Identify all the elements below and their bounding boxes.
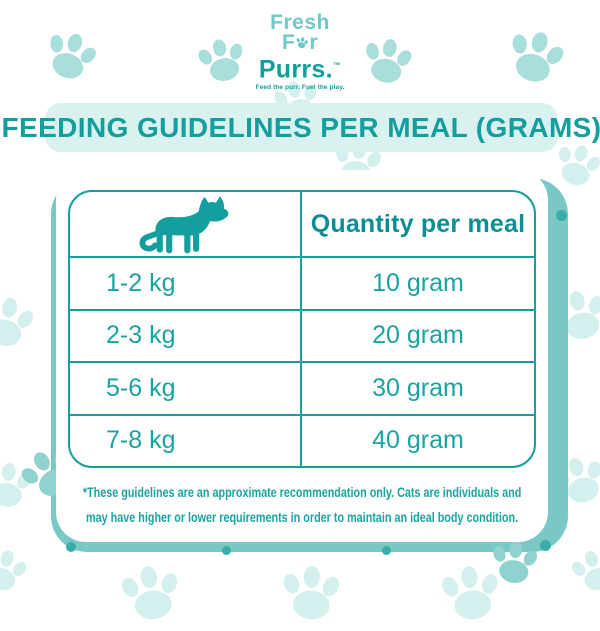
quantity-value: 20 gram — [372, 321, 464, 350]
quantity-header-label: Quantity per meal — [310, 209, 526, 238]
paw-toe-dot — [382, 546, 391, 555]
weight-cell: 1-2 kg — [70, 258, 302, 309]
cat-icon — [139, 196, 229, 254]
quantity-header-cell: Quantity per meal — [302, 192, 534, 256]
quantity-cell: 10 gram — [302, 258, 534, 309]
quantity-cell: 30 gram — [302, 363, 534, 414]
paw-toe-dot — [556, 210, 567, 221]
weight-cell: 5-6 kg — [70, 363, 302, 414]
table-row: 2-3 kg 20 gram — [70, 308, 534, 362]
table-header-row: Quantity per meal — [70, 192, 534, 256]
footnote-line: may have higher or lower requirements in… — [85, 510, 519, 525]
weight-value: 5-6 kg — [106, 373, 176, 402]
table-row: 7-8 kg 40 gram — [70, 413, 534, 467]
table-row: 5-6 kg 30 gram — [70, 361, 534, 414]
footnote-line: *These guidelines are an approximate rec… — [82, 485, 522, 500]
quantity-value: 10 gram — [372, 268, 464, 297]
feeding-table: Quantity per meal 1-2 kg 10 gram 2-3 kg … — [68, 190, 536, 468]
weight-value: 2-3 kg — [106, 321, 176, 350]
paw-toe-dot — [66, 542, 76, 552]
paw-toe-dot — [222, 546, 231, 555]
weight-header-cell — [70, 192, 302, 256]
weight-value: 7-8 kg — [106, 426, 176, 455]
weight-cell: 2-3 kg — [70, 310, 302, 361]
logo-word-purrs: Purrs.™ — [258, 55, 342, 84]
page-title: FEEDING GUIDELINES PER MEAL (GRAMS) — [1, 111, 600, 143]
paw-icon — [564, 539, 600, 603]
footnote: *These guidelines are an approximate rec… — [68, 480, 536, 530]
quantity-value: 30 gram — [372, 373, 464, 402]
paw-icon — [115, 557, 190, 631]
guidelines-card: Quantity per meal 1-2 kg 10 gram 2-3 kg … — [56, 170, 548, 542]
quantity-cell: 20 gram — [302, 311, 534, 362]
paw-toe-dot — [540, 540, 551, 551]
paw-icon — [276, 558, 349, 631]
logo-word-fresh: Fresh — [270, 11, 330, 34]
weight-cell: 7-8 kg — [70, 415, 302, 466]
paw-icon — [0, 538, 37, 604]
paw-icon — [0, 285, 45, 360]
trademark-symbol: ™ — [332, 61, 342, 70]
weight-value: 1-2 kg — [106, 268, 176, 297]
logo-tagline: Feed the purr. Fuel the play. — [255, 84, 345, 92]
table-row: 1-2 kg 10 gram — [70, 256, 534, 309]
title-banner: FEEDING GUIDELINES PER MEAL (GRAMS) — [2, 103, 600, 152]
quantity-value: 40 gram — [372, 426, 464, 455]
quantity-cell: 40 gram — [302, 416, 534, 467]
